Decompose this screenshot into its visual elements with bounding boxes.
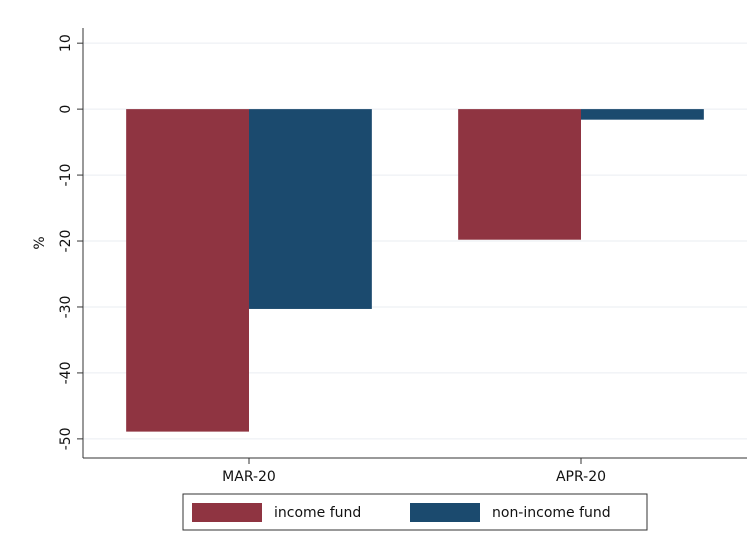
y-tick-label: -40 <box>58 361 74 384</box>
x-tick-label: APR-20 <box>556 469 606 485</box>
y-tick-label: 10 <box>58 34 74 52</box>
bar <box>126 109 249 432</box>
y-axis-label: % <box>32 236 48 249</box>
y-tick-label: 0 <box>58 105 74 114</box>
legend-swatch <box>192 503 262 522</box>
y-tick-label: -20 <box>58 230 74 253</box>
bar <box>249 109 372 309</box>
bar <box>581 109 704 120</box>
y-tick-label: -30 <box>58 296 74 319</box>
x-tick-label: MAR-20 <box>222 469 276 485</box>
bar <box>458 109 581 240</box>
y-tick-label: -10 <box>58 164 74 187</box>
legend-label: non-income fund <box>492 505 611 521</box>
legend-swatch <box>410 503 480 522</box>
legend-label: income fund <box>274 505 361 521</box>
y-tick-label: -50 <box>58 427 74 450</box>
